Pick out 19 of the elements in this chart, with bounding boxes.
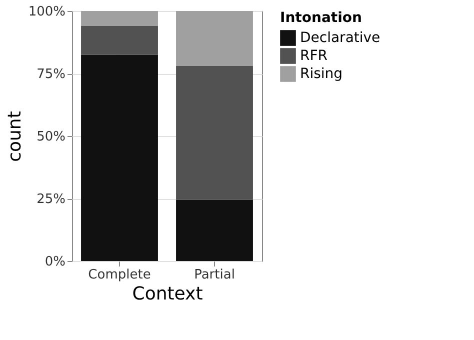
bar	[81, 26, 158, 55]
bar	[176, 200, 253, 261]
y-tick-label: 0%	[44, 254, 66, 270]
y-axis-title: count	[4, 111, 26, 162]
legend-label: Rising	[300, 66, 343, 82]
x-tick-label: Partial	[194, 268, 235, 282]
bar	[81, 11, 158, 26]
legend-title: Intonation	[280, 10, 362, 26]
y-tick-label: 100%	[28, 4, 66, 20]
legend-label: RFR	[300, 48, 328, 64]
bar	[176, 66, 253, 200]
y-tick-label: 75%	[36, 67, 66, 82]
y-tick-label: 25%	[36, 192, 66, 207]
bar	[176, 11, 253, 66]
y-tick-label: 50%	[36, 130, 66, 144]
legend-label: Declarative	[300, 30, 380, 46]
x-tick-label: Complete	[88, 268, 151, 282]
bar	[81, 54, 158, 261]
x-axis-title: Context	[132, 284, 203, 304]
